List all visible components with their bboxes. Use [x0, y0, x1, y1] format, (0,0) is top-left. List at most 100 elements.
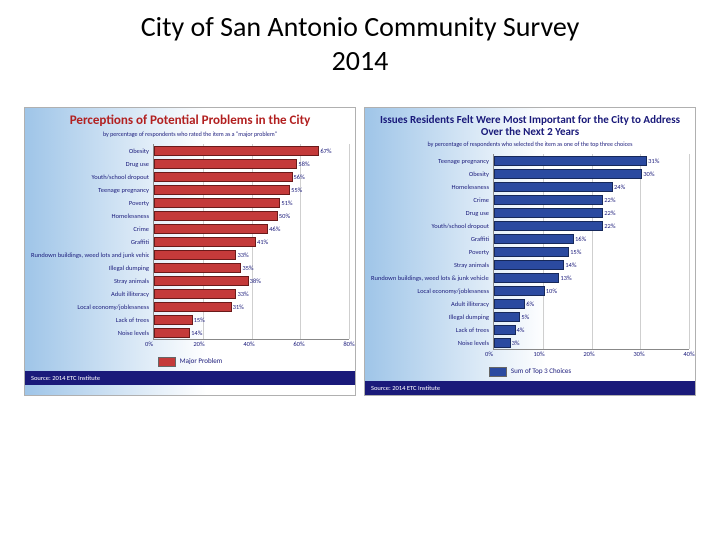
chart-title: Issues Residents Felt Were Most Importan… — [371, 114, 689, 138]
bars-col: 31%30%24%22%22%22%16%15%14%13%10%6%5%4%3… — [493, 154, 689, 350]
bar-value-label: 13% — [560, 274, 571, 282]
bar — [494, 195, 603, 205]
bar — [154, 172, 293, 182]
label-row: Obesity — [31, 144, 149, 157]
label-row: Teenage pregnancy — [371, 154, 489, 167]
bar-value-label: 3% — [512, 339, 520, 347]
bar-value-label: 35% — [242, 264, 253, 272]
category-label: Rundown buildings, weed lots and junk ve… — [31, 251, 149, 259]
category-label: Illegal dumping — [371, 313, 489, 321]
bar — [154, 224, 268, 234]
category-label: Teenage pregnancy — [31, 186, 149, 194]
label-row: Local economy/joblessness — [371, 284, 489, 297]
bar-row: 22% — [494, 206, 689, 219]
bar-value-label: 16% — [575, 235, 586, 243]
bar — [494, 182, 613, 192]
category-label: Youth/school dropout — [31, 173, 149, 181]
legend-text: Major Problem — [180, 356, 223, 365]
bar-row: 56% — [154, 170, 349, 183]
bar-row: 3% — [494, 336, 689, 349]
label-row: Obesity — [371, 167, 489, 180]
bar — [494, 286, 545, 296]
category-label: Youth/school dropout — [371, 222, 489, 230]
bar-row: 51% — [154, 196, 349, 209]
category-label: Lack of trees — [371, 326, 489, 334]
bar-row: 30% — [494, 167, 689, 180]
chart-subtitle: by percentage of respondents who selecte… — [371, 140, 689, 148]
bar-row: 24% — [494, 180, 689, 193]
bar-value-label: 56% — [294, 173, 305, 181]
bar-value-label: 33% — [237, 251, 248, 259]
label-row: Local economy/joblessness — [31, 300, 149, 313]
label-row: Stray animals — [371, 258, 489, 271]
bar-value-label: 58% — [298, 160, 309, 168]
label-row: Crime — [31, 222, 149, 235]
category-label: Adult illiteracy — [371, 300, 489, 308]
bar — [494, 312, 520, 322]
axis-spacer — [31, 340, 149, 354]
category-label: Lack of trees — [31, 316, 149, 324]
bar-row: 55% — [154, 183, 349, 196]
plot-row: Teenage pregnancyObesityHomelessnessCrim… — [371, 154, 689, 350]
bar-value-label: 30% — [643, 170, 654, 178]
source-bar: Source: 2014 ETC Institute — [365, 381, 695, 395]
tick-label: 60% — [293, 340, 304, 348]
label-row: Illegal dumping — [371, 310, 489, 323]
category-label: Graffiti — [371, 235, 489, 243]
bar-row: 5% — [494, 310, 689, 323]
label-row: Crime — [371, 193, 489, 206]
legend: Major Problem — [31, 356, 349, 366]
category-label: Drug use — [31, 160, 149, 168]
category-label: Obesity — [371, 170, 489, 178]
label-row: Rundown buildings, weed lots and junk ve… — [31, 248, 149, 261]
bar — [154, 289, 236, 299]
axis-row: 0%20%40%60%80% — [31, 340, 349, 354]
bar-value-label: 22% — [604, 196, 615, 204]
bar-value-label: 15% — [570, 248, 581, 256]
bars-area: Teenage pregnancyObesityHomelessnessCrim… — [371, 154, 689, 364]
legend-swatch — [158, 357, 176, 367]
category-label: Graffiti — [31, 238, 149, 246]
label-row: Lack of trees — [31, 313, 149, 326]
chart-inner: Issues Residents Felt Were Most Importan… — [365, 108, 695, 381]
bar — [154, 211, 278, 221]
bar-row: 4% — [494, 323, 689, 336]
axis-ticks: 0%20%40%60%80% — [149, 340, 349, 354]
label-row: Noise levels — [371, 336, 489, 349]
bar-row: 6% — [494, 297, 689, 310]
category-label: Crime — [371, 196, 489, 204]
bars-area: Obesity Drug use Youth/school dropout Teena… — [31, 144, 349, 354]
bar-value-label: 38% — [250, 277, 261, 285]
tick-label: 30% — [633, 350, 644, 358]
category-label: Homelessness — [31, 212, 149, 220]
title-line-2: 2014 — [332, 43, 389, 78]
axis-ticks: 0%10%20%30%40% — [489, 350, 689, 364]
category-label: Noise levels — [31, 329, 149, 337]
legend-swatch — [489, 367, 507, 377]
bar-value-label: 24% — [614, 183, 625, 191]
bar-row: 10% — [494, 284, 689, 297]
category-label: Poverty — [31, 199, 149, 207]
bar-value-label: 31% — [648, 157, 659, 165]
bar — [154, 263, 241, 273]
label-row: Drug use — [31, 157, 149, 170]
category-label: Illegal dumping — [31, 264, 149, 272]
label-row: Noise levels — [31, 326, 149, 339]
label-row: Rundown buildings, weed lots & junk vehi… — [371, 271, 489, 284]
label-row: Drug use — [371, 206, 489, 219]
bar-row: 31% — [154, 300, 349, 313]
category-label: Stray animals — [371, 261, 489, 269]
label-row: Poverty — [371, 245, 489, 258]
bar-value-label: 22% — [604, 222, 615, 230]
bar — [154, 198, 280, 208]
grid-line — [689, 154, 690, 349]
category-label: Local economy/joblessness — [371, 287, 489, 295]
bar-row: 50% — [154, 209, 349, 222]
category-label: Poverty — [371, 248, 489, 256]
bar-value-label: 55% — [291, 186, 302, 194]
bar-row: 33% — [154, 287, 349, 300]
bar — [154, 328, 190, 338]
bar-row: 46% — [154, 222, 349, 235]
bars-col: 67%58%56%55%51%50%46%41%33%35%38%33%31%1… — [153, 144, 349, 340]
title-line-1: City of San Antonio Community Survey — [141, 9, 580, 44]
